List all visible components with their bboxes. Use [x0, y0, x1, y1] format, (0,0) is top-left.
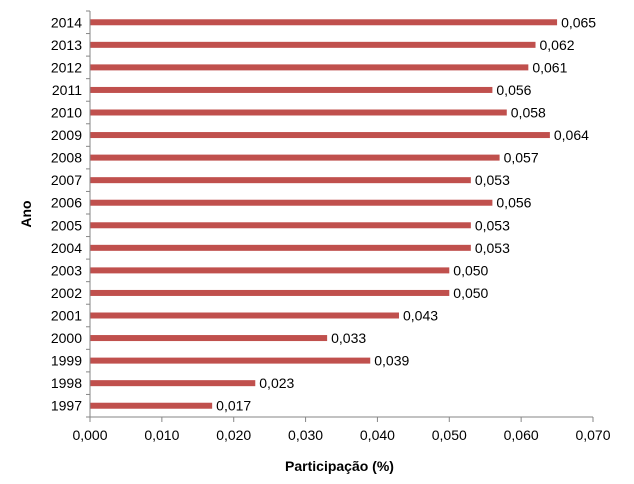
- y-tick-label-2004: 2004: [51, 240, 82, 256]
- bar-2005: [90, 222, 471, 229]
- x-tick-label-4: 0,040: [360, 427, 395, 443]
- value-label-2008: 0,057: [504, 150, 539, 166]
- value-label-2007: 0,053: [475, 172, 510, 188]
- y-tick-label-2000: 2000: [51, 330, 82, 346]
- value-label-2013: 0,062: [540, 37, 575, 53]
- y-tick-label-2008: 2008: [51, 150, 82, 166]
- bar-2008: [90, 154, 500, 161]
- x-tick-label-1: 0,010: [144, 427, 179, 443]
- y-tick-label-2002: 2002: [51, 285, 82, 301]
- bar-2000: [90, 335, 328, 342]
- value-label-1997: 0,017: [216, 398, 251, 414]
- value-label-2012: 0,061: [532, 59, 567, 75]
- bar-1999: [90, 357, 371, 364]
- value-label-1999: 0,039: [374, 353, 409, 369]
- y-tick-label-2003: 2003: [51, 262, 82, 278]
- y-tick-label-2011: 2011: [52, 82, 82, 98]
- value-label-2005: 0,053: [475, 217, 510, 233]
- y-tick-label-2010: 2010: [51, 105, 82, 121]
- value-labels-group: 0,0650,0620,0610,0560,0580,0640,0570,053…: [216, 14, 596, 413]
- bar-2010: [90, 109, 507, 116]
- x-axis-title: Participação (%): [285, 458, 394, 474]
- value-label-2002: 0,050: [453, 285, 488, 301]
- x-tick-label-2: 0,020: [216, 427, 251, 443]
- y-tick-label-1998: 1998: [51, 375, 82, 391]
- y-tick-label-1997: 1997: [51, 398, 82, 414]
- y-tick-label-2007: 2007: [51, 172, 82, 188]
- bar-2009: [90, 132, 550, 139]
- bar-2001: [90, 312, 399, 319]
- bars-group: [90, 19, 558, 409]
- value-label-2006: 0,056: [496, 195, 531, 211]
- value-label-2003: 0,050: [453, 262, 488, 278]
- value-label-2009: 0,064: [554, 127, 589, 143]
- y-tick-label-2012: 2012: [51, 59, 82, 75]
- y-tick-label-2005: 2005: [51, 217, 82, 233]
- y-tick-label-2014: 2014: [51, 14, 82, 30]
- x-tick-label-7: 0,070: [575, 427, 610, 443]
- bar-2004: [90, 244, 471, 251]
- x-tick-label-5: 0,050: [432, 427, 467, 443]
- bar-2011: [90, 86, 493, 93]
- bar-2006: [90, 199, 493, 206]
- bar-2013: [90, 41, 536, 48]
- y-tick-label-2009: 2009: [51, 127, 82, 143]
- y-tick-label-2013: 2013: [51, 37, 82, 53]
- x-tick-label-6: 0,060: [504, 427, 539, 443]
- x-tick-label-3: 0,030: [288, 427, 323, 443]
- x-tick-label-0: 0,000: [72, 427, 107, 443]
- y-tick-label-2001: 2001: [51, 308, 82, 324]
- value-label-2014: 0,065: [561, 14, 596, 30]
- value-label-2001: 0,043: [403, 308, 438, 324]
- y-axis: 2014 2013 2012 2011 2010 2009 2008 2007 2006 2005…: [51, 10, 91, 418]
- value-label-1998: 0,023: [259, 375, 294, 391]
- bar-2007: [90, 177, 471, 184]
- value-label-2010: 0,058: [511, 105, 546, 121]
- bar-2014: [90, 19, 558, 26]
- value-label-2011: 0,056: [496, 82, 531, 98]
- bar-2003: [90, 267, 450, 274]
- y-tick-label-2006: 2006: [51, 195, 82, 211]
- x-axis: 0,000 0,010 0,020 0,030 0,040 0,050 0,060 0,070: [72, 416, 611, 443]
- bar-2012: [90, 64, 529, 71]
- bar-2002: [90, 289, 450, 296]
- y-axis-title: Ano: [18, 200, 34, 227]
- y-tick-label-1999: 1999: [51, 353, 82, 369]
- value-label-2000: 0,033: [331, 330, 366, 346]
- bar-1998: [90, 380, 256, 387]
- value-label-2004: 0,053: [475, 240, 510, 256]
- bar-1997: [90, 402, 213, 409]
